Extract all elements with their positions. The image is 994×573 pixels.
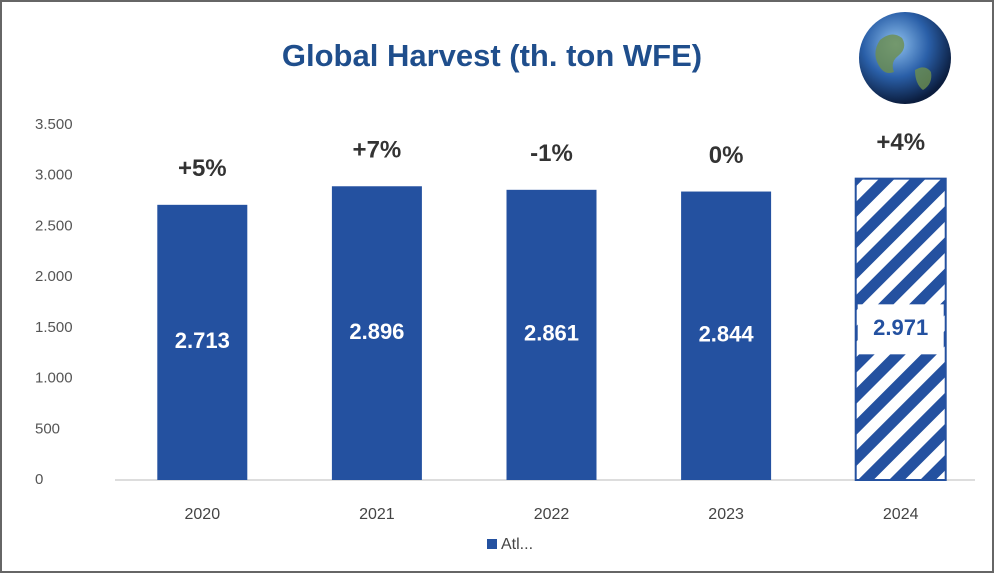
chart-title: Global Harvest (th. ton WFE): [282, 38, 702, 73]
annotation: -1%: [530, 140, 573, 167]
value-label: 2.713: [175, 328, 230, 353]
legend-label: Atl...: [501, 536, 533, 553]
y-tick-label: 0: [35, 471, 43, 488]
x-tick-label: 2022: [534, 506, 570, 523]
globe-icon: [859, 12, 951, 104]
x-tick-label: 2021: [359, 506, 395, 523]
x-tick-label: 2023: [708, 506, 744, 523]
y-tick-label: 2.000: [35, 268, 73, 285]
bar: [157, 204, 248, 480]
value-label-bg: [857, 304, 944, 355]
bar: [506, 189, 597, 480]
value-label: 2.861: [524, 321, 579, 346]
annotation: +7%: [353, 137, 402, 164]
value-label: 2.896: [349, 319, 404, 344]
annotation: +5%: [178, 155, 227, 182]
y-tick-label: 1.000: [35, 370, 73, 387]
annotation: +4%: [876, 129, 925, 156]
x-tick-label: 2020: [185, 506, 221, 523]
y-tick-label: 500: [35, 420, 60, 437]
y-tick-label: 3.000: [35, 167, 73, 184]
x-tick-label: 2024: [883, 506, 919, 523]
legend-swatch: [487, 539, 497, 549]
y-tick-label: 3.500: [35, 116, 73, 133]
y-tick-label: 1.500: [35, 319, 73, 336]
y-tick-label: 2.500: [35, 217, 73, 234]
value-label: 2.844: [699, 322, 755, 347]
annotation: 0%: [709, 142, 744, 169]
bar: [681, 191, 772, 480]
bar: [331, 186, 422, 480]
value-label: 2.971: [873, 315, 928, 340]
